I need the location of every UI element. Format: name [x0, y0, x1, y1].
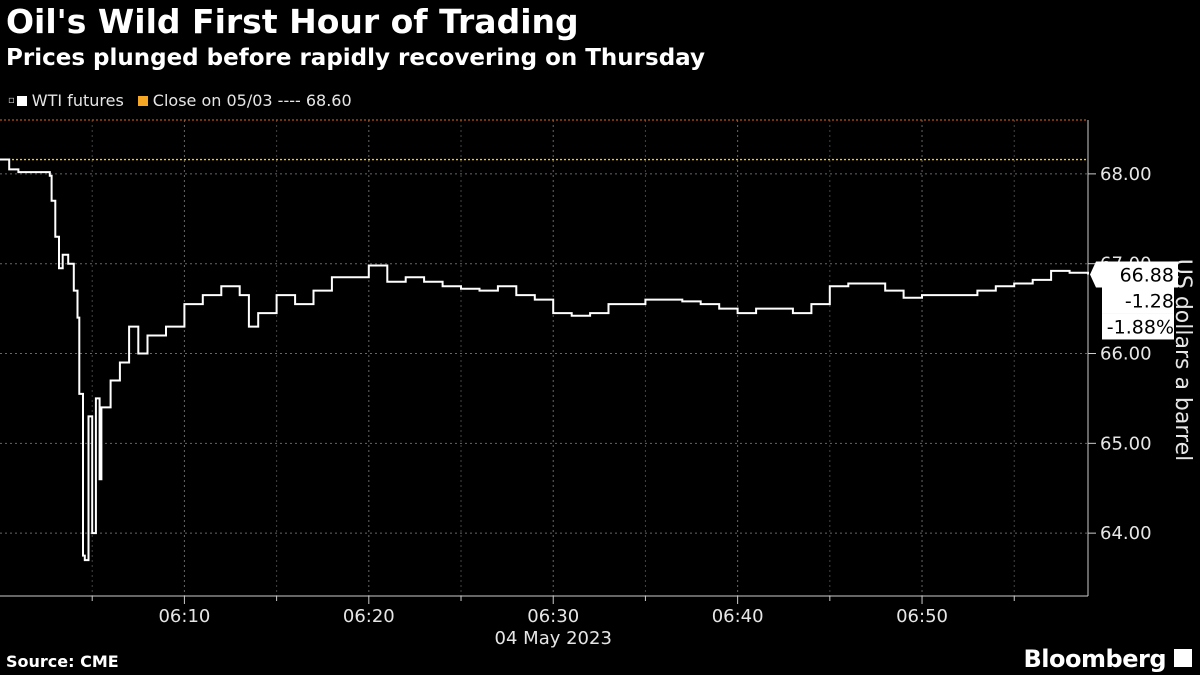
grid-lines: [0, 120, 1088, 596]
legend-label-series: WTI futures: [31, 91, 124, 110]
y-tick-label: 65.00: [1100, 433, 1152, 454]
value-label: -1.88%: [1107, 316, 1174, 338]
value-label: -1.28: [1125, 290, 1174, 312]
value-label: 66.88: [1120, 264, 1174, 286]
y-tick-label: 66.00: [1100, 344, 1152, 365]
chart-title: Oil's Wild First Hour of Trading: [6, 2, 579, 41]
last-value-box: [1090, 261, 1178, 288]
axes: 64.0065.0066.0067.0068.0006:1006:2006:30…: [0, 120, 1195, 649]
legend-item-series: ▫ WTI futures: [8, 91, 124, 110]
value-change-box: [1102, 287, 1174, 314]
x-date-label: 04 May 2023: [495, 628, 612, 649]
source-note: Source: CME: [6, 652, 119, 671]
chart-subtitle: Prices plunged before rapidly recovering…: [6, 45, 705, 71]
legend-swatch-series: [16, 95, 27, 106]
x-tick-label: 06:30: [527, 606, 579, 627]
y-tick-label: 64.00: [1100, 523, 1152, 544]
reference-lines: [0, 119, 1088, 161]
legend-marker-icon: ▫: [8, 95, 15, 106]
series-line-wti: [0, 158, 1089, 562]
bloomberg-icon: [1174, 649, 1192, 667]
legend-swatch-close: [137, 95, 148, 106]
y-tick-label: 68.00: [1100, 164, 1152, 185]
value-labels: 66.88 -1.28 -1.88%: [1090, 261, 1178, 340]
brand-logo: Bloomberg: [1023, 645, 1167, 673]
value-change-box: [1102, 313, 1174, 340]
y-axis-title: US dollars a barrel: [1170, 259, 1195, 461]
series-layer: [0, 158, 1089, 562]
x-tick-label: 06:50: [896, 606, 948, 627]
legend-item-close: Close on 05/03 ---- 68.60: [137, 91, 352, 110]
legend: ▫ WTI futures Close on 05/03 ---- 68.60: [8, 91, 366, 110]
x-tick-label: 06:40: [712, 606, 764, 627]
x-tick-label: 06:10: [158, 606, 210, 627]
x-tick-label: 06:20: [343, 606, 395, 627]
legend-label-close: Close on 05/03 ---- 68.60: [152, 91, 352, 110]
